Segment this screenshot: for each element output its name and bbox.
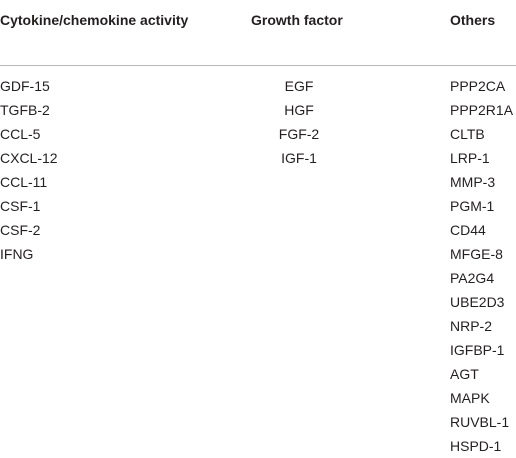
others-cell: AGT bbox=[450, 366, 479, 382]
header-others: Others bbox=[450, 12, 496, 28]
cytokine-cell: CCL-11 bbox=[0, 174, 48, 190]
others-cell: PPP2CA bbox=[450, 78, 506, 94]
others-cell: CD44 bbox=[450, 222, 486, 238]
others-cell: HSPD-1 bbox=[450, 438, 502, 454]
header-cytokine-chemokine-activity: Cytokine/chemokine activity bbox=[0, 12, 189, 28]
others-cell: LRP-1 bbox=[450, 150, 490, 166]
growth-factor-cell: IGF-1 bbox=[281, 150, 317, 166]
growth-factor-cell: HGF bbox=[284, 102, 314, 118]
header-growth-factor: Growth factor bbox=[251, 12, 343, 28]
others-cell: UBE2D3 bbox=[450, 294, 505, 310]
others-cell: PGM-1 bbox=[450, 198, 495, 214]
others-cell: PA2G4 bbox=[450, 270, 495, 286]
others-cell: MAPK bbox=[450, 390, 490, 406]
cytokine-cell: CCL-5 bbox=[0, 126, 41, 142]
cytokine-cell: CSF-1 bbox=[0, 198, 41, 214]
growth-factor-cell: EGF bbox=[284, 78, 314, 94]
column-growth-factor: EGF HGF FGF-2 IGF-1 bbox=[251, 74, 347, 170]
column-cytokine-chemokine-activity: GDF-15 TGFB-2 CCL-5 CXCL-12 CCL-11 CSF-1 CSF-2… bbox=[0, 74, 200, 266]
others-cell: NRP-2 bbox=[450, 318, 493, 334]
cytokine-cell: IFNG bbox=[0, 246, 34, 262]
others-cell: MFGE-8 bbox=[450, 246, 503, 262]
table-header: Cytokine/chemokine activity Growth facto… bbox=[0, 0, 516, 66]
column-others: PPP2CA PPP2R1A CLTB LRP-1 MMP-3 PGM-1 CD44 MFGE… bbox=[450, 74, 516, 458]
growth-factor-cell: FGF-2 bbox=[278, 126, 320, 142]
others-cell: CLTB bbox=[450, 126, 485, 142]
cytokine-cell: GDF-15 bbox=[0, 78, 50, 94]
others-cell: RUVBL-1 bbox=[450, 414, 510, 430]
cytokine-cell: CXCL-12 bbox=[0, 150, 58, 166]
others-cell: MMP-3 bbox=[450, 174, 496, 190]
others-cell: PPP2R1A bbox=[450, 102, 514, 118]
cytokine-cell: CSF-2 bbox=[0, 222, 41, 238]
header-divider bbox=[0, 65, 516, 66]
cytokine-cell: TGFB-2 bbox=[0, 102, 50, 118]
others-cell: IGFBP-1 bbox=[450, 342, 505, 358]
